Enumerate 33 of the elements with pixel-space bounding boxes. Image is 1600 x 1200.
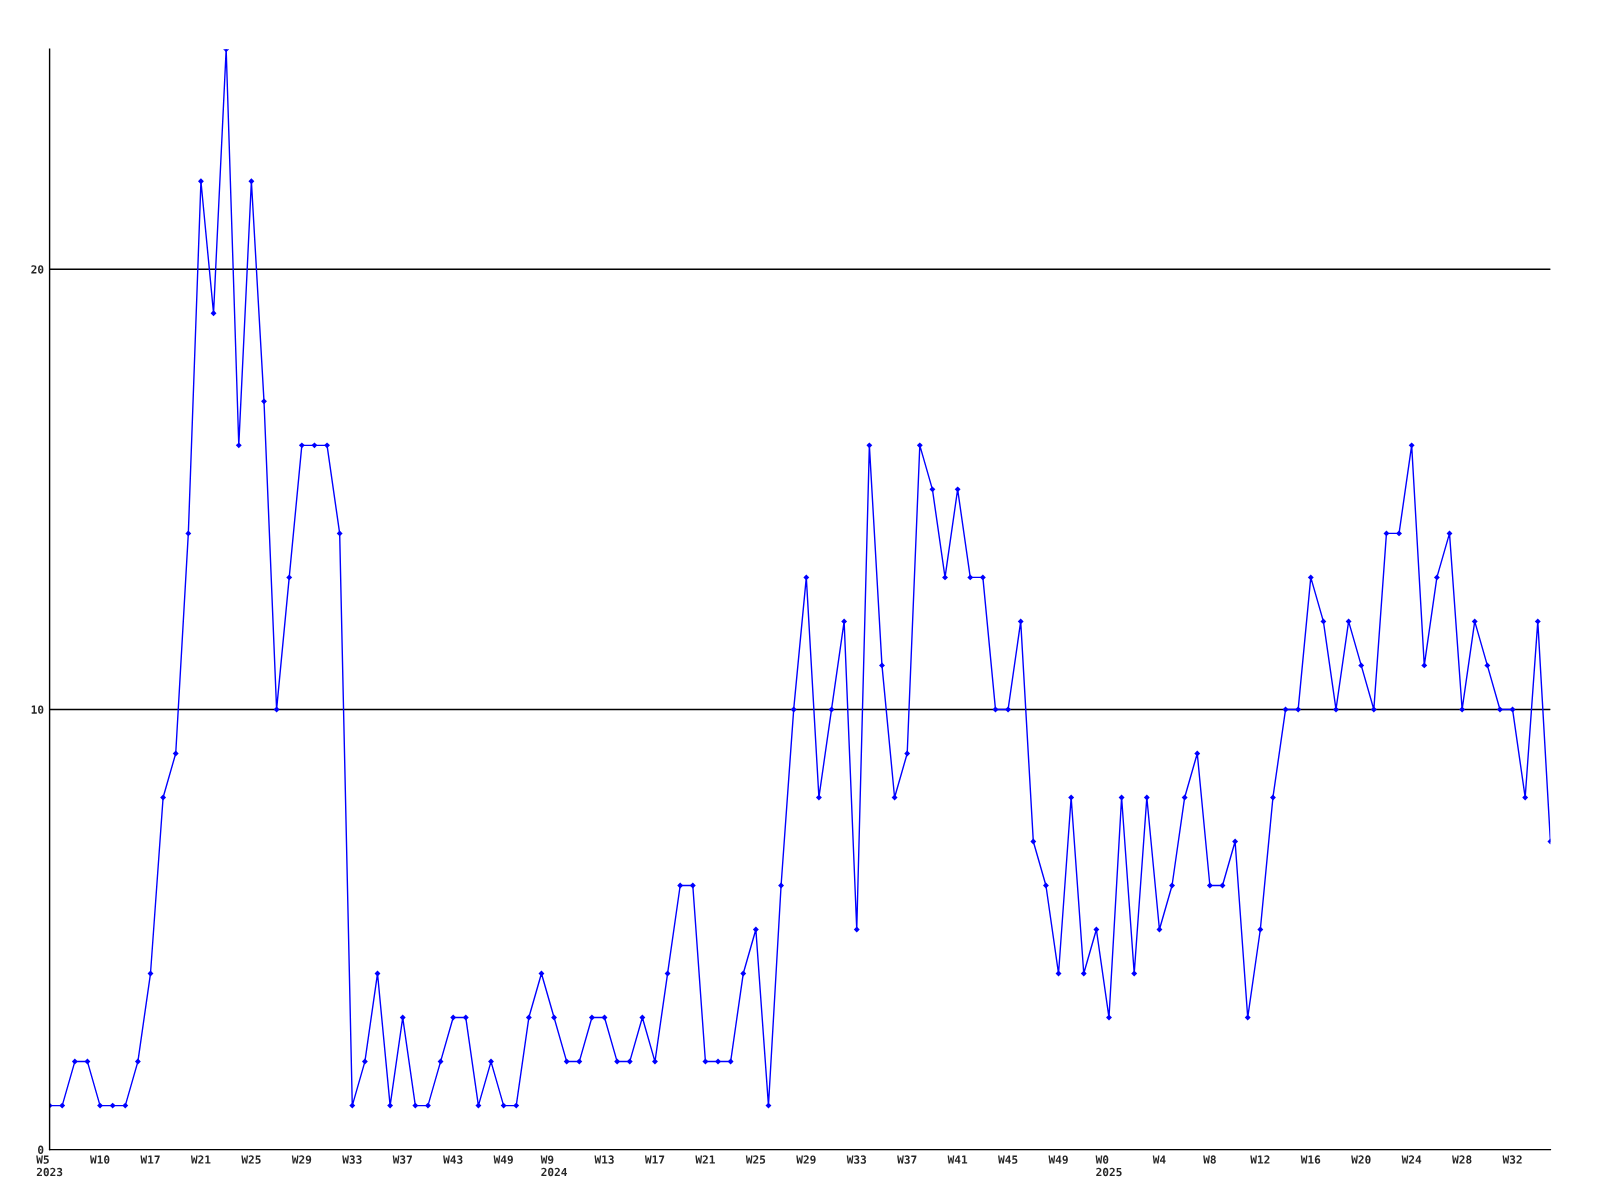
x-tick-label: W8 bbox=[1203, 1155, 1216, 1164]
x-tick-label: W45 bbox=[998, 1155, 1018, 1164]
x-tick-label: W24 bbox=[1401, 1155, 1422, 1164]
x-tick-label: W12 bbox=[1250, 1155, 1270, 1164]
x-tick-label: W25 bbox=[241, 1155, 261, 1164]
x-tick-label: W29 bbox=[796, 1155, 816, 1164]
x-tick-label: W9 2024 bbox=[540, 1155, 567, 1177]
x-tick-label: W0 2025 bbox=[1095, 1155, 1122, 1177]
x-tick-label: W33 bbox=[342, 1155, 362, 1164]
x-tick-label: W13 bbox=[594, 1155, 614, 1164]
x-tick-label: W49 bbox=[1048, 1155, 1068, 1164]
x-tick-label: W37 bbox=[897, 1155, 917, 1164]
x-tick-label: W5 2023 bbox=[36, 1155, 63, 1177]
x-tick-label: W20 bbox=[1351, 1155, 1371, 1164]
x-tick-label: W29 bbox=[291, 1155, 312, 1164]
x-tick-label: W37 bbox=[392, 1155, 412, 1164]
x-tick-label: W32 bbox=[1502, 1155, 1522, 1164]
x-tick-label: W17 bbox=[140, 1155, 160, 1164]
x-tick-label: W28 bbox=[1452, 1155, 1472, 1164]
y-tick-label: 10 bbox=[31, 705, 44, 714]
y-tick-label: 20 bbox=[31, 265, 44, 274]
x-tick-label: W33 bbox=[846, 1155, 867, 1164]
x-tick-label: W21 bbox=[190, 1155, 211, 1164]
x-tick-label: W41 bbox=[947, 1155, 968, 1164]
x-tick-label: W21 bbox=[695, 1155, 715, 1164]
x-tick-label: W10 bbox=[90, 1155, 110, 1164]
x-tick-label: W49 bbox=[493, 1155, 513, 1164]
x-tick-label: W43 bbox=[443, 1155, 463, 1164]
x-tick-label: W17 bbox=[644, 1155, 665, 1164]
x-tick-label: W16 bbox=[1300, 1155, 1321, 1164]
x-tick-label: W4 bbox=[1152, 1155, 1166, 1164]
x-tick-label: W25 bbox=[745, 1155, 766, 1164]
y-tick-label: 0 bbox=[38, 1145, 44, 1154]
